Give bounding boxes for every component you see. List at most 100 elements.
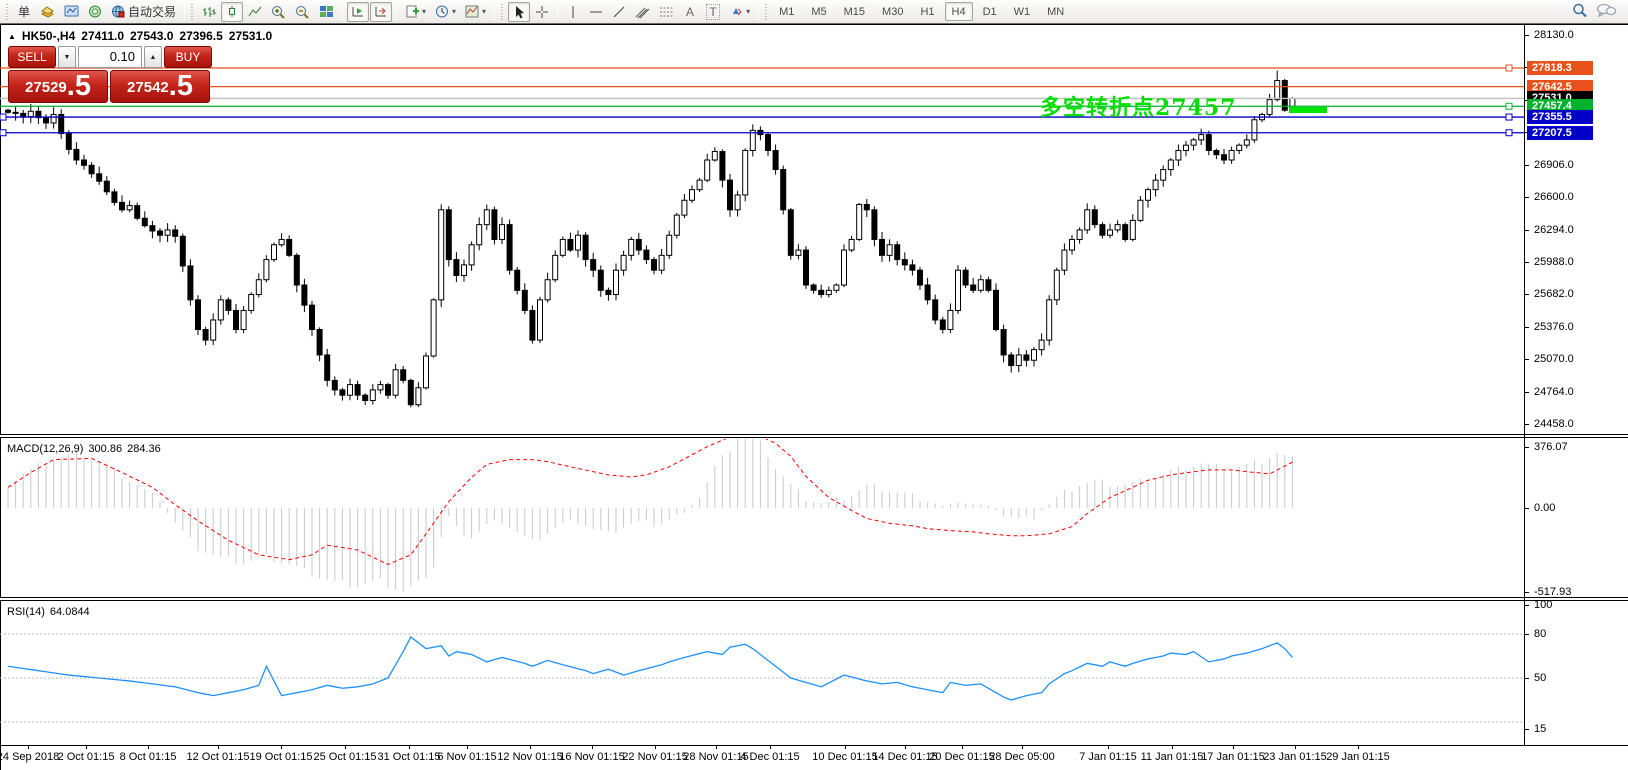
date-tick-label[interactable]: 22 Nov 01:15 bbox=[622, 751, 688, 763]
line-handle[interactable] bbox=[1505, 113, 1513, 121]
toolbar-grip[interactable] bbox=[6, 3, 10, 20]
zoom-out-button[interactable] bbox=[291, 2, 314, 22]
macd-tick-label[interactable]: 0.00 bbox=[1534, 502, 1556, 514]
timeframe-h4-button[interactable]: H4 bbox=[944, 2, 973, 21]
line-chart-button[interactable] bbox=[244, 2, 266, 22]
cursor-button[interactable] bbox=[508, 1, 531, 22]
volume-decrease-button[interactable]: ▼ bbox=[58, 46, 76, 68]
text-label-tool-button[interactable]: T bbox=[702, 2, 724, 22]
pane-separator[interactable] bbox=[0, 434, 1628, 438]
date-tick-label[interactable]: 31 Oct 01:15 bbox=[377, 751, 441, 763]
date-tick-label[interactable]: 16 Nov 01:15 bbox=[559, 751, 625, 763]
timeframe-mn-button[interactable]: MN bbox=[1047, 5, 1065, 18]
timeframe-m1-button[interactable]: M1 bbox=[779, 5, 795, 18]
toolbar-grip[interactable] bbox=[501, 3, 506, 20]
price-tick-label[interactable]: 24458.0 bbox=[1534, 418, 1574, 430]
sell-price-button[interactable]: 27529 .5 bbox=[8, 70, 108, 103]
line-handle[interactable] bbox=[0, 113, 7, 121]
one-click-collapse-icon[interactable]: ▲ bbox=[8, 31, 16, 41]
timeframe-w1-button[interactable]: W1 bbox=[1013, 5, 1031, 18]
date-tick-label[interactable]: 14 Dec 01:15 bbox=[872, 751, 938, 763]
green-trend-segment[interactable] bbox=[1289, 107, 1327, 113]
timeframe-m15-button[interactable]: M15 bbox=[843, 5, 866, 18]
toolbar-grip[interactable] bbox=[191, 3, 196, 20]
date-tick-label[interactable]: 28 Nov 01:15 bbox=[683, 751, 749, 763]
date-tick-label[interactable]: 2 Oct 01:15 bbox=[57, 751, 115, 763]
trendline-button[interactable] bbox=[608, 2, 630, 22]
timeframe-m5-button[interactable]: M5 bbox=[811, 5, 827, 18]
new-order-button[interactable]: 单 bbox=[13, 2, 35, 22]
date-tick-label[interactable]: 20 Dec 01:15 bbox=[929, 751, 995, 763]
date-tick-label[interactable]: 19 Oct 01:15 bbox=[249, 751, 313, 763]
new-chart-button[interactable]: ▾ bbox=[401, 2, 430, 22]
horizontal-line-button[interactable] bbox=[585, 2, 607, 22]
date-tick-label[interactable]: 29 Jan 01:15 bbox=[1326, 751, 1390, 763]
rsi-tick-label[interactable]: 100 bbox=[1534, 598, 1553, 611]
chart-annotation-text[interactable]: 多空转折点27457 bbox=[1040, 95, 1237, 121]
price-tick-label[interactable]: 28130.0 bbox=[1534, 29, 1574, 41]
price-tick-label[interactable]: 25988.0 bbox=[1534, 255, 1574, 268]
date-tick-label[interactable]: 11 Jan 01:15 bbox=[1140, 751, 1204, 763]
line-handle[interactable] bbox=[1505, 64, 1513, 72]
line-handle[interactable] bbox=[0, 129, 7, 137]
date-tick-label[interactable]: 25 Oct 01:15 bbox=[313, 751, 377, 763]
periods-button[interactable]: ▾ bbox=[431, 2, 460, 22]
date-tick-label[interactable]: 12 Nov 01:15 bbox=[497, 751, 563, 763]
buy-button[interactable]: BUY bbox=[164, 46, 212, 68]
date-tick-label[interactable]: 6 Nov 01:15 bbox=[437, 751, 497, 763]
zoom-in-button[interactable] bbox=[267, 2, 290, 22]
pane-separator[interactable] bbox=[0, 597, 1628, 601]
date-tick-label[interactable]: 8 Oct 01:15 bbox=[119, 751, 177, 763]
price-tick-label[interactable]: 26906.0 bbox=[1534, 158, 1574, 171]
candlestick-chart-button[interactable] bbox=[221, 1, 244, 22]
toolbar-grip[interactable] bbox=[765, 3, 770, 20]
arrows-tool-button[interactable]: ▾ bbox=[725, 2, 754, 22]
sell-button[interactable]: SELL bbox=[8, 46, 56, 68]
date-tick-label[interactable]: 4 Dec 01:15 bbox=[740, 751, 800, 763]
level-price-label[interactable]: 27457.4 bbox=[1527, 99, 1593, 114]
macd-tick-label[interactable]: -517.93 bbox=[1534, 585, 1572, 598]
date-tick-label[interactable]: 23 Jan 01:15 bbox=[1263, 751, 1327, 763]
equidistant-channel-button[interactable] bbox=[631, 2, 654, 22]
main-chart-pane[interactable] bbox=[0, 24, 1524, 434]
level-price-label[interactable]: 27818.3 bbox=[1527, 61, 1593, 76]
date-tick-label[interactable]: 28 Dec 05:00 bbox=[989, 751, 1055, 763]
macd-tick-label[interactable]: 376.07 bbox=[1534, 441, 1568, 454]
autotrading-button[interactable]: 自动交易 bbox=[107, 2, 180, 22]
tile-windows-button[interactable] bbox=[315, 2, 338, 22]
timeframe-h1-button[interactable]: H1 bbox=[920, 5, 935, 18]
templates-button[interactable]: ▾ bbox=[461, 2, 490, 22]
timeframe-m30-button[interactable]: M30 bbox=[882, 5, 904, 18]
date-tick-label[interactable]: 24 Sep 2018 bbox=[0, 751, 60, 763]
date-tick-label[interactable]: 12 Oct 01:15 bbox=[186, 751, 250, 763]
price-tick-label[interactable]: 26600.0 bbox=[1534, 191, 1574, 204]
auto-scroll-button[interactable] bbox=[370, 1, 393, 22]
crosshair-button[interactable] bbox=[531, 2, 553, 22]
volume-increase-button[interactable]: ▲ bbox=[144, 46, 162, 68]
bar-chart-button[interactable] bbox=[198, 2, 220, 22]
price-tick-label[interactable]: 25070.0 bbox=[1534, 353, 1574, 366]
rsi-tick-label[interactable]: 80 bbox=[1534, 628, 1547, 640]
price-tick-label[interactable]: 26294.0 bbox=[1534, 223, 1574, 236]
text-tool-button[interactable]: A bbox=[679, 2, 701, 22]
buy-price-button[interactable]: 27542 .5 bbox=[110, 70, 210, 103]
timeframe-d1-button[interactable]: D1 bbox=[982, 5, 997, 18]
navigator-icon[interactable] bbox=[84, 2, 106, 22]
price-tick-label[interactable]: 25682.0 bbox=[1534, 288, 1574, 301]
market-watch-icon[interactable] bbox=[36, 2, 59, 22]
price-tick-label[interactable]: 24764.0 bbox=[1534, 385, 1574, 398]
search-icon[interactable] bbox=[1572, 3, 1588, 21]
volume-input[interactable]: 0.10 bbox=[78, 46, 142, 68]
chat-icon[interactable] bbox=[1596, 3, 1617, 21]
level-price-label[interactable]: 27642.5 bbox=[1527, 79, 1593, 94]
date-tick-label[interactable]: 10 Dec 01:15 bbox=[812, 751, 878, 763]
level-price-label[interactable]: 27207.5 bbox=[1527, 125, 1593, 140]
date-tick-label[interactable]: 7 Jan 01:15 bbox=[1079, 751, 1137, 763]
data-window-icon[interactable] bbox=[60, 2, 83, 22]
line-handle[interactable] bbox=[1505, 129, 1513, 137]
level-price-label[interactable]: 27355.5 bbox=[1527, 110, 1593, 125]
vertical-line-button[interactable] bbox=[562, 2, 584, 22]
rsi-tick-label[interactable]: 50 bbox=[1534, 672, 1547, 684]
rsi-pane[interactable] bbox=[0, 602, 1524, 745]
macd-pane[interactable] bbox=[0, 439, 1524, 597]
